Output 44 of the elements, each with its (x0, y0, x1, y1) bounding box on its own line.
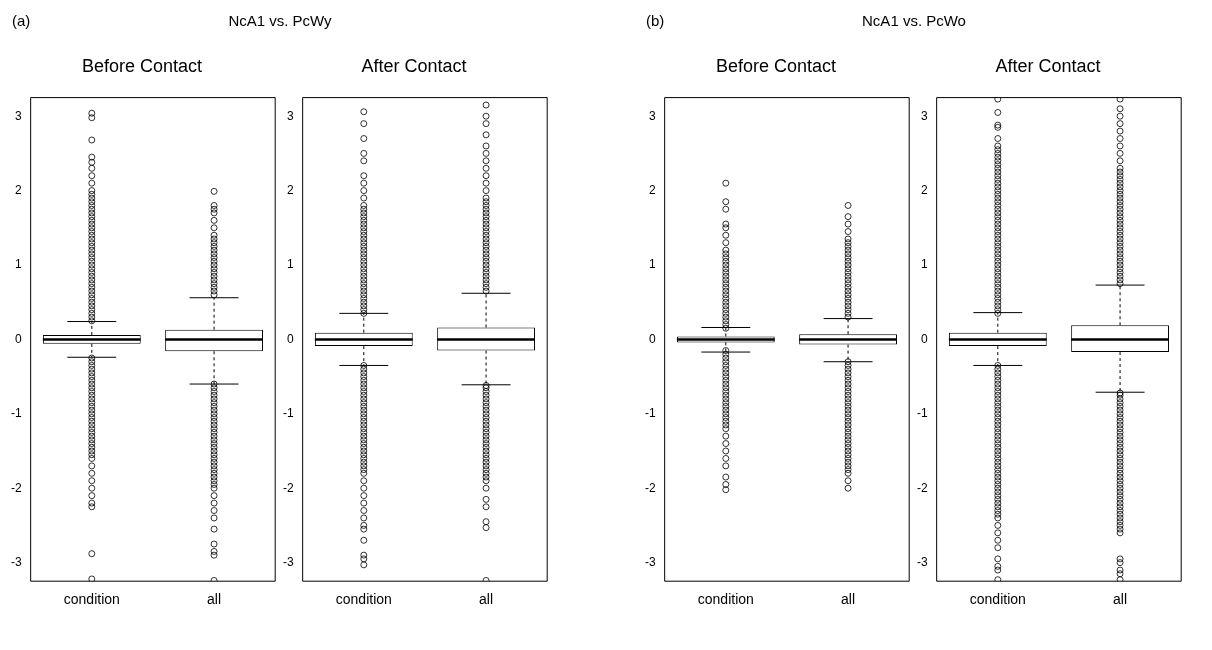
y-tick-label: 2 (286, 182, 294, 197)
y-tick-label: -3 (11, 554, 22, 569)
y-tick-label: -3 (283, 554, 294, 569)
y-tick-label: -3 (645, 554, 656, 569)
chart-title: After Contact (361, 55, 467, 76)
y-tick-label: -3 (917, 554, 928, 569)
y-tick-label: 2 (14, 182, 22, 197)
y-tick-label: -2 (283, 480, 294, 495)
y-tick-label: 0 (648, 331, 656, 346)
y-tick-label: 1 (920, 257, 928, 272)
y-tick-label: 2 (648, 182, 656, 197)
x-tick-label: condition (969, 591, 1026, 608)
text: (b) (646, 12, 665, 29)
y-tick-label: -2 (645, 480, 656, 495)
text: NcA1 vs. PcWo (862, 12, 966, 29)
y-tick-label: 0 (286, 331, 294, 346)
y-tick-label: -1 (917, 406, 928, 421)
y-tick-label: -1 (645, 406, 656, 421)
x-tick-label: condition (335, 591, 392, 608)
y-tick-label: -2 (11, 480, 22, 495)
y-tick-label: 1 (648, 257, 656, 272)
y-tick-label: -1 (11, 406, 22, 421)
y-tick-label: 2 (920, 182, 928, 197)
x-tick-label: all (479, 591, 494, 608)
chart-title: Before Contact (715, 55, 837, 76)
chart-title: After Contact (995, 55, 1101, 76)
text: (a) (12, 12, 31, 29)
text: NcA1 vs. PcWy (228, 12, 332, 29)
x-tick-label: all (207, 591, 222, 608)
y-tick-label: 3 (14, 108, 22, 123)
y-tick-label: 3 (648, 108, 656, 123)
y-tick-label: -1 (283, 406, 294, 421)
y-tick-label: 3 (286, 108, 294, 123)
y-tick-label: 1 (286, 257, 294, 272)
y-tick-label: 0 (14, 331, 22, 346)
y-tick-label: -2 (917, 480, 928, 495)
y-tick-label: 3 (920, 108, 928, 123)
x-tick-label: condition (697, 591, 754, 608)
y-tick-label: 0 (920, 331, 928, 346)
x-tick-label: condition (63, 591, 120, 608)
x-tick-label: all (841, 591, 856, 608)
x-tick-label: all (1113, 591, 1128, 608)
y-tick-label: 1 (14, 257, 22, 272)
chart-title: Before Contact (81, 55, 203, 76)
